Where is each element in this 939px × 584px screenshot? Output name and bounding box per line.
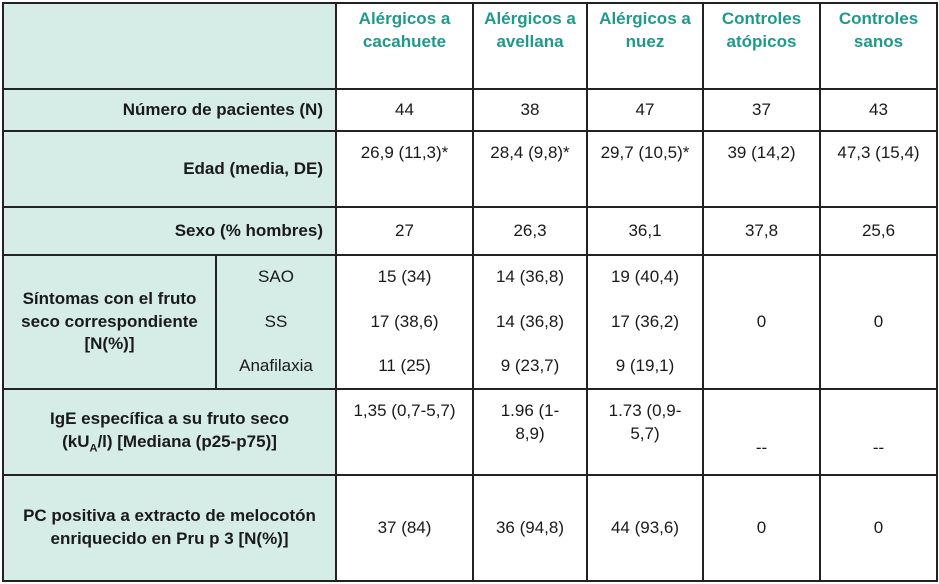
- cell-patient-count-peanut: 44: [335, 88, 474, 132]
- cell-symptoms-walnut-sao: 19 (40,4): [610, 267, 680, 286]
- header-row: Alérgicos a cacahuete Alérgicos a avella…: [2, 2, 938, 90]
- cell-ige-hazelnut: 1.96 (1-8,9): [472, 388, 588, 476]
- col-header-walnut: Alérgicos a nuez: [586, 2, 704, 90]
- cell-patient-count-hazelnut: 38: [472, 88, 588, 132]
- row-label-symptoms: Síntomas con el fruto seco correspondien…: [2, 254, 217, 390]
- cell-ige-walnut: 1.73 (0,9-5,7): [586, 388, 704, 476]
- cell-age-atopic: 39 (14,2): [702, 130, 821, 208]
- cell-sex-healthy: 25,6: [819, 206, 938, 256]
- cell-symptoms-hazelnut-ss: 14 (36,8): [495, 311, 565, 331]
- row-label-ige-line1: IgE específica a su fruto seco: [49, 408, 290, 428]
- row-label-ige-line2-post: /l) [Mediana (p25-p75)]: [97, 431, 277, 451]
- cell-age-healthy: 47,3 (15,4): [819, 130, 938, 208]
- cell-symptoms-peanut: 15 (34) 17 (38,6) 11 (25): [335, 254, 474, 390]
- cell-sex-atopic: 37,8: [702, 206, 821, 256]
- row-age: Edad (media, DE) 26,9 (11,3)* 28,4 (9,8)…: [2, 130, 938, 208]
- cell-symptoms-hazelnut: 14 (36,8) 14 (36,8) 9 (23,7): [472, 254, 588, 390]
- cell-ige-healthy: --: [819, 388, 938, 476]
- cell-patient-count-healthy: 43: [819, 88, 938, 132]
- row-pc-positive: PC positiva a extracto de melocotón enri…: [2, 474, 938, 582]
- col-header-hazelnut: Alérgicos a avellana: [472, 2, 588, 90]
- cell-pc-atopic: 0: [702, 474, 821, 582]
- sublabel-sao: SAO: [258, 267, 294, 286]
- row-label-ige-line2-pre: (kU: [62, 431, 90, 451]
- cell-symptoms-peanut-anaphylaxis: 11 (25): [378, 356, 431, 376]
- cell-pc-peanut: 37 (84): [335, 474, 474, 582]
- row-label-patient-count: Número de pacientes (N): [2, 88, 337, 132]
- cell-symptoms-atopic: 0: [702, 254, 821, 390]
- cell-symptoms-hazelnut-anaphylaxis: 9 (23,7): [500, 356, 560, 376]
- row-sex: Sexo (% hombres) 27 26,3 36,1 37,8 25,6: [2, 206, 938, 256]
- row-label-pc-positive: PC positiva a extracto de melocotón enri…: [2, 474, 337, 582]
- sublabel-ss: SS: [264, 311, 288, 331]
- row-ige: IgE específica a su fruto seco (kUA/l) […: [2, 388, 938, 476]
- cell-sex-peanut: 27: [335, 206, 474, 256]
- cell-patient-count-atopic: 37: [702, 88, 821, 132]
- row-label-ige-subscript: A: [89, 442, 98, 455]
- cell-age-walnut: 29,7 (10,5)*: [586, 130, 704, 208]
- cell-patient-count-walnut: 47: [586, 88, 704, 132]
- header-corner-cell: [2, 2, 337, 90]
- cell-sex-hazelnut: 26,3: [472, 206, 588, 256]
- cell-ige-atopic: --: [702, 388, 821, 476]
- cell-symptoms-walnut-anaphylaxis: 9 (19,1): [615, 356, 675, 376]
- cell-symptoms-peanut-sao: 15 (34): [377, 267, 432, 286]
- cell-age-peanut: 26,9 (11,3)*: [335, 130, 474, 208]
- cell-symptoms-walnut-ss: 17 (36,2): [610, 311, 680, 331]
- cell-symptoms-walnut: 19 (40,4) 17 (36,2) 9 (19,1): [586, 254, 704, 390]
- cell-symptoms-peanut-ss: 17 (38,6): [370, 311, 439, 331]
- sublabel-anaphylaxis: Anafilaxia: [239, 356, 313, 376]
- row-label-ige: IgE específica a su fruto seco (kUA/l) […: [2, 388, 337, 476]
- cell-sex-walnut: 36,1: [586, 206, 704, 256]
- row-label-sex: Sexo (% hombres): [2, 206, 337, 256]
- col-header-atopic-controls: Controles atópicos: [702, 2, 821, 90]
- cell-ige-peanut: 1,35 (0,7-5,7): [335, 388, 474, 476]
- cell-age-hazelnut: 28,4 (9,8)*: [472, 130, 588, 208]
- row-symptoms: Síntomas con el fruto seco correspondien…: [2, 254, 938, 390]
- row-label-age: Edad (media, DE): [2, 130, 337, 208]
- cell-symptoms-healthy: 0: [819, 254, 938, 390]
- cell-pc-healthy: 0: [819, 474, 938, 582]
- col-header-healthy-controls: Controles sanos: [819, 2, 938, 90]
- col-header-peanut: Alérgicos a cacahuete: [335, 2, 474, 90]
- cell-pc-hazelnut: 36 (94,8): [472, 474, 588, 582]
- symptom-sublabels: SAO SS Anafilaxia: [215, 254, 337, 390]
- cell-symptoms-hazelnut-sao: 14 (36,8): [495, 267, 565, 286]
- row-patient-count: Número de pacientes (N) 44 38 47 37 43: [2, 88, 938, 132]
- cell-pc-walnut: 44 (93,6): [586, 474, 704, 582]
